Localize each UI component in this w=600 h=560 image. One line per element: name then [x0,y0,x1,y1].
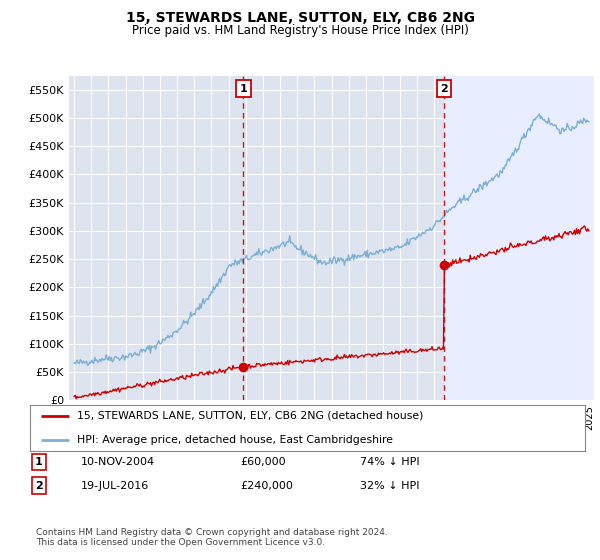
Text: 2: 2 [35,480,43,491]
Text: Contains HM Land Registry data © Crown copyright and database right 2024.
This d: Contains HM Land Registry data © Crown c… [36,528,388,547]
Text: 19-JUL-2016: 19-JUL-2016 [81,480,149,491]
Text: 15, STEWARDS LANE, SUTTON, ELY, CB6 2NG: 15, STEWARDS LANE, SUTTON, ELY, CB6 2NG [125,11,475,25]
Text: 10-NOV-2004: 10-NOV-2004 [81,457,155,467]
Bar [444,76,598,400]
Text: 74% ↓ HPI: 74% ↓ HPI [360,457,419,467]
Text: £240,000: £240,000 [240,480,293,491]
Text: HPI: Average price, detached house, East Cambridgeshire: HPI: Average price, detached house, East… [77,435,393,445]
Text: 2: 2 [440,84,448,94]
Text: Price paid vs. HM Land Registry's House Price Index (HPI): Price paid vs. HM Land Registry's House … [131,24,469,36]
Text: 32% ↓ HPI: 32% ↓ HPI [360,480,419,491]
Text: 15, STEWARDS LANE, SUTTON, ELY, CB6 2NG (detached house): 15, STEWARDS LANE, SUTTON, ELY, CB6 2NG … [77,411,424,421]
Text: 1: 1 [239,84,247,94]
Text: £60,000: £60,000 [240,457,286,467]
Text: 1: 1 [35,457,43,467]
